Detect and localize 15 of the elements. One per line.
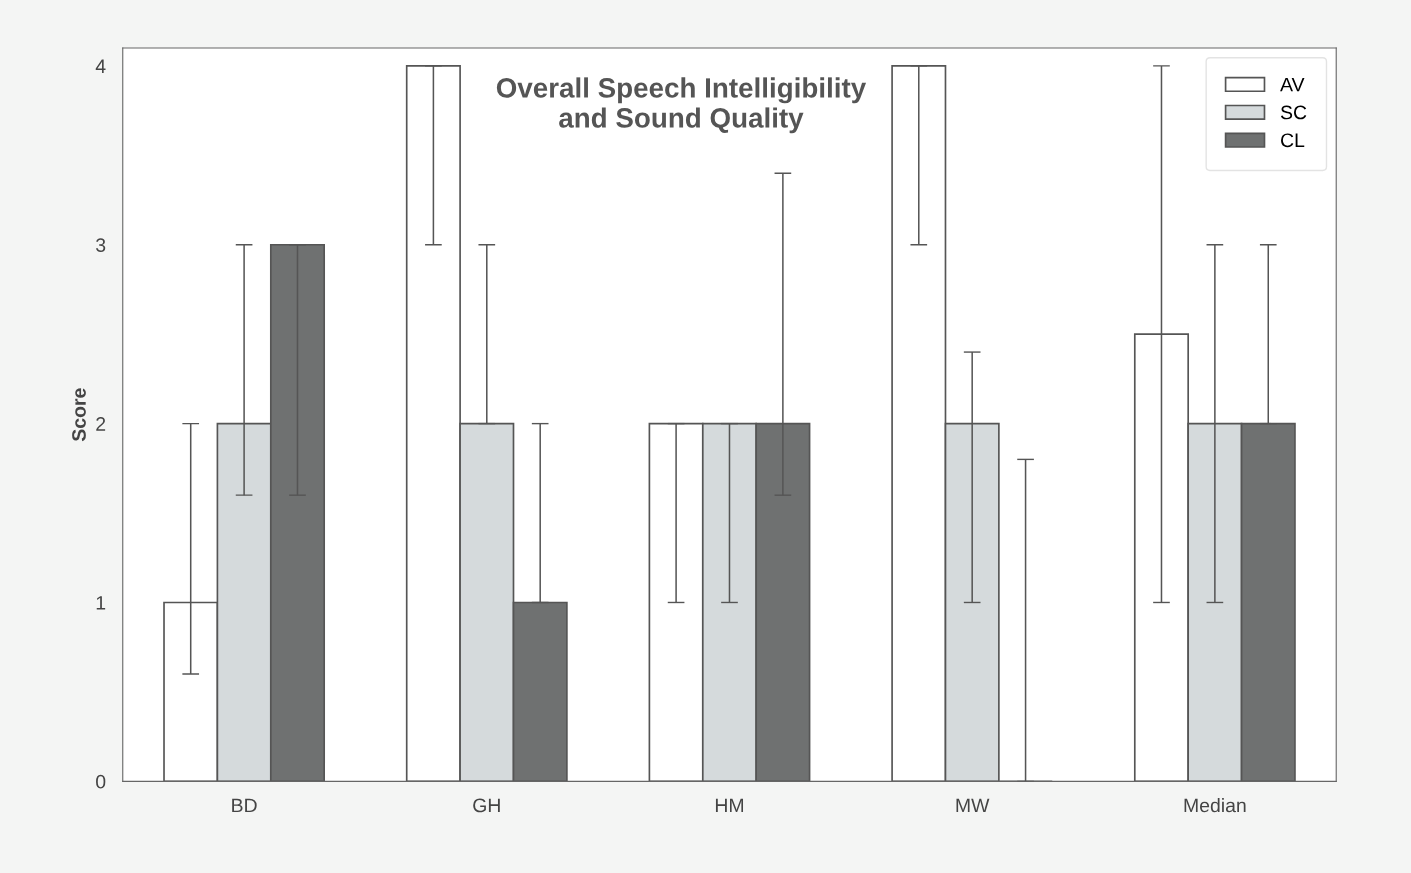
legend-label: SC (1280, 105, 1307, 120)
y-tick-label: 1 (96, 596, 106, 610)
x-tick-label: Median (1184, 798, 1246, 813)
legend-label: AV (1280, 77, 1305, 92)
x-tick-label: BD (232, 798, 257, 813)
y-tick-label: 4 (95, 59, 106, 73)
y-tick-label: 0 (96, 774, 106, 789)
legend-label: CL (1281, 133, 1305, 148)
text: Overall Speech Intelligibility and Sound Quality (496, 77, 867, 134)
y-axis-title: Score (72, 388, 86, 442)
y-tick-label: 2 (96, 417, 106, 431)
x-tick-label: MW (956, 798, 990, 813)
x-tick-label: GH (473, 798, 500, 813)
y-tick-label: 3 (96, 238, 106, 252)
x-tick-label: HM (715, 798, 744, 813)
